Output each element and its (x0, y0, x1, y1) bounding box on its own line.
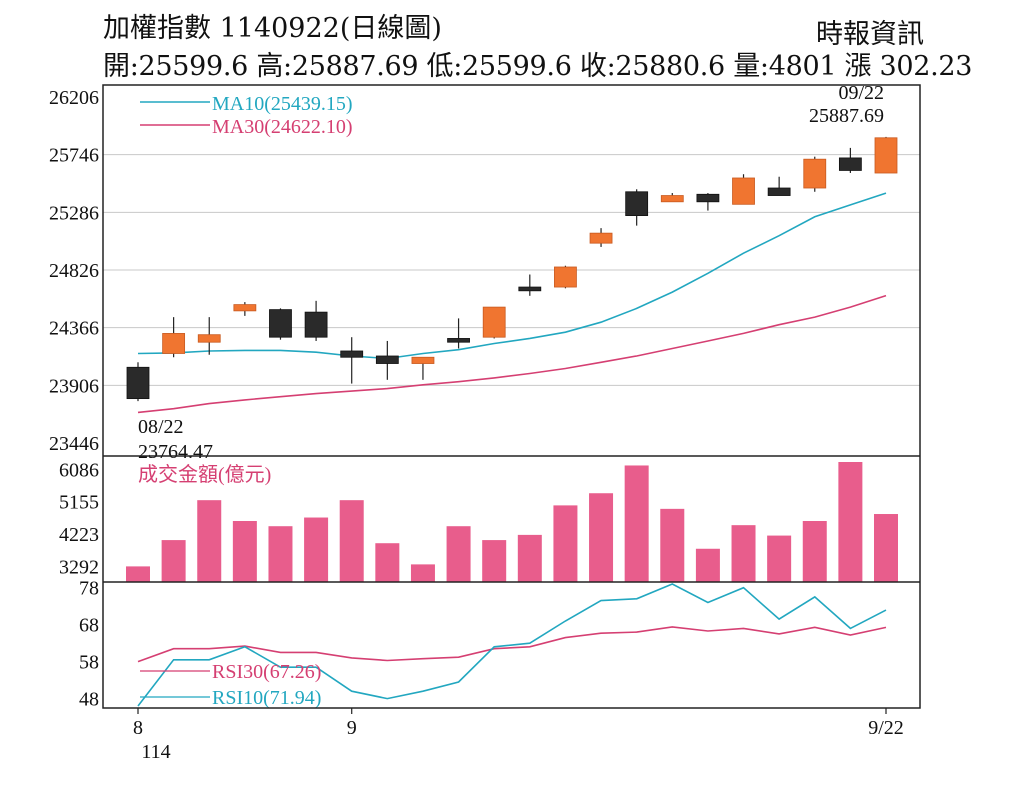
volume-bar (232, 521, 257, 582)
volume-bar (695, 548, 720, 582)
volume-bar (517, 534, 542, 582)
candle-body (411, 356, 435, 364)
candle-body (589, 232, 613, 244)
volume-bar (731, 525, 756, 582)
candle-body (803, 158, 827, 189)
volume-tick-label: 5155 (59, 492, 99, 514)
ma30-legend-label: MA30(24622.10) (212, 116, 353, 138)
ohlc-summary: 開:25599.6 高:25887.69 低:25599.6 收:25880.6… (103, 51, 973, 82)
candle-body (767, 187, 791, 196)
volume-bar (161, 540, 186, 582)
x-year-label: 114 (141, 741, 170, 763)
volume-bar (339, 500, 364, 582)
candle-body (375, 355, 399, 364)
rsi30-line (137, 626, 887, 663)
volume-bar (446, 526, 471, 582)
volume-bar (375, 543, 400, 582)
price-tick-label: 25286 (49, 202, 99, 224)
rsi-tick-label: 58 (79, 652, 99, 674)
candle-body (732, 177, 755, 205)
volume-bar (268, 526, 293, 582)
volume-bar (874, 514, 898, 582)
volume-bar (126, 566, 150, 582)
volume-bar (767, 535, 792, 582)
price-tick-label: 25746 (49, 145, 99, 167)
ma30-line (137, 294, 887, 414)
volume-tick-label: 6086 (59, 459, 99, 481)
candle-body (340, 350, 364, 358)
candle-body (660, 195, 684, 203)
rsi10-line (137, 583, 887, 707)
volume-bar (802, 521, 827, 582)
candle-body (482, 306, 506, 338)
volume-bar (410, 564, 435, 582)
candle-body (126, 366, 150, 400)
volume-bar (197, 500, 222, 582)
volume-bar (838, 462, 863, 582)
price-tick-label: 24826 (49, 260, 99, 282)
volume-tick-label: 4223 (59, 524, 99, 546)
price-tick-label: 26206 (49, 87, 99, 109)
volume-title: 成交金額(億元) (138, 463, 271, 486)
rsi10-legend-label: RSI10(71.94) (212, 687, 321, 709)
rsi-tick-label: 48 (79, 689, 99, 711)
high-value-label: 25887.69 (809, 105, 884, 127)
rsi-tick-label: 78 (79, 578, 99, 600)
volume-bar (553, 505, 578, 582)
chart-title: 加權指數 1140922(日線圖) (103, 13, 442, 44)
volume-bar (482, 540, 507, 582)
volume-bar (624, 465, 649, 582)
high-date-label: 09/22 (838, 82, 884, 104)
candle-body (625, 191, 649, 216)
volume-bar (660, 508, 685, 582)
volume-bar (304, 517, 329, 582)
ma10-legend-label: MA10(25439.15) (212, 93, 353, 115)
candle-body (162, 333, 186, 354)
candle-body (197, 334, 221, 343)
candle-body (233, 304, 257, 312)
candle-body (304, 311, 328, 338)
x-tick-label: 9/22 (868, 717, 904, 739)
volume-tick-label: 3292 (59, 556, 99, 578)
candle-body (269, 309, 292, 338)
rsi-tick-label: 68 (79, 615, 99, 637)
source-label: 時報資訊 (816, 19, 924, 50)
x-tick-label: 9 (347, 717, 357, 739)
price-tick-label: 24366 (49, 318, 99, 340)
chart-frame (102, 84, 921, 709)
volume-bar (589, 493, 614, 582)
candle-body (554, 266, 577, 288)
price-tick-label: 23906 (49, 375, 99, 397)
candle-body (518, 286, 542, 292)
low-value-label: 23764.47 (138, 441, 213, 463)
price-tick-label: 23446 (49, 433, 99, 455)
low-date-label: 08/22 (138, 416, 184, 438)
candle-body (838, 157, 862, 171)
x-tick-label: 8 (133, 717, 143, 739)
candle-body (696, 193, 720, 203)
candle-body (874, 137, 898, 174)
rsi30-legend-label: RSI30(67.26) (212, 661, 321, 683)
candle-body (447, 338, 470, 343)
ma10-line (137, 192, 887, 360)
